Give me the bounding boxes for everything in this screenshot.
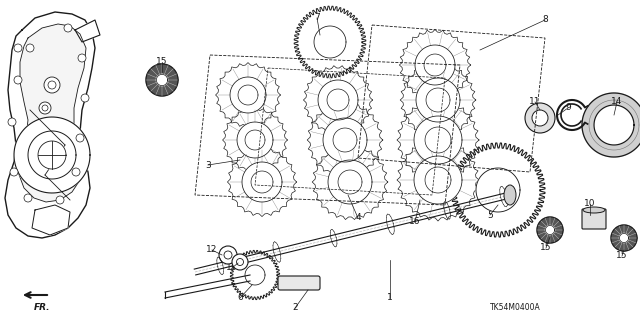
Circle shape [44, 77, 60, 93]
Text: 3: 3 [205, 160, 211, 169]
Text: 7: 7 [314, 13, 320, 23]
Polygon shape [38, 141, 66, 169]
Polygon shape [5, 12, 95, 238]
Circle shape [219, 246, 237, 264]
Polygon shape [611, 225, 637, 251]
Text: 1: 1 [387, 293, 393, 302]
Polygon shape [237, 122, 273, 158]
Circle shape [14, 76, 22, 84]
Polygon shape [620, 234, 628, 242]
Polygon shape [312, 145, 388, 219]
Text: 10: 10 [584, 199, 596, 209]
Circle shape [224, 251, 232, 259]
Circle shape [14, 44, 22, 52]
Ellipse shape [583, 207, 605, 213]
Polygon shape [476, 168, 520, 212]
Circle shape [8, 118, 16, 126]
Polygon shape [314, 26, 346, 58]
Polygon shape [414, 116, 462, 164]
Text: 12: 12 [206, 246, 218, 255]
Circle shape [532, 110, 548, 126]
Polygon shape [426, 88, 450, 112]
Polygon shape [545, 226, 554, 234]
Circle shape [10, 168, 18, 176]
Circle shape [72, 168, 80, 176]
Polygon shape [338, 170, 362, 194]
Polygon shape [75, 20, 100, 42]
Polygon shape [238, 85, 258, 105]
Text: 4: 4 [355, 213, 361, 222]
Circle shape [42, 105, 48, 111]
Polygon shape [14, 117, 90, 193]
Circle shape [64, 24, 72, 32]
Polygon shape [216, 63, 280, 127]
Circle shape [525, 103, 555, 133]
Polygon shape [323, 118, 367, 162]
Polygon shape [582, 93, 640, 157]
Circle shape [39, 102, 51, 114]
Polygon shape [251, 171, 273, 193]
Polygon shape [307, 102, 383, 178]
Text: TK54M0400A: TK54M0400A [490, 303, 541, 313]
Polygon shape [28, 131, 76, 179]
Text: 2: 2 [292, 303, 298, 313]
Polygon shape [397, 99, 479, 181]
Polygon shape [156, 74, 168, 85]
Text: 13: 13 [227, 263, 237, 272]
Text: 6: 6 [237, 293, 243, 302]
Polygon shape [294, 6, 366, 78]
Circle shape [24, 194, 32, 202]
Polygon shape [227, 147, 296, 217]
Ellipse shape [504, 185, 516, 205]
Text: 15: 15 [540, 243, 552, 253]
FancyBboxPatch shape [582, 209, 606, 229]
Polygon shape [230, 250, 280, 300]
Polygon shape [594, 105, 634, 145]
Polygon shape [333, 128, 357, 152]
Circle shape [76, 134, 84, 142]
Polygon shape [328, 160, 372, 204]
Polygon shape [397, 139, 479, 221]
Polygon shape [223, 108, 287, 172]
Polygon shape [416, 78, 460, 122]
Circle shape [26, 44, 34, 52]
Circle shape [56, 196, 64, 204]
Polygon shape [230, 77, 266, 113]
Text: 16: 16 [409, 218, 420, 226]
Text: 9: 9 [565, 103, 571, 113]
Polygon shape [318, 80, 358, 120]
Polygon shape [425, 167, 451, 193]
Polygon shape [146, 64, 178, 96]
Circle shape [78, 54, 86, 62]
Polygon shape [425, 127, 451, 153]
Polygon shape [414, 156, 462, 204]
Polygon shape [245, 130, 265, 150]
Circle shape [232, 254, 248, 270]
Text: 8: 8 [542, 16, 548, 25]
Circle shape [81, 94, 89, 102]
Polygon shape [400, 62, 476, 138]
Polygon shape [451, 143, 545, 237]
Circle shape [48, 81, 56, 89]
Polygon shape [242, 162, 282, 202]
Text: FR.: FR. [34, 303, 51, 313]
Text: 15: 15 [616, 251, 628, 261]
Circle shape [237, 258, 243, 265]
Polygon shape [245, 265, 265, 285]
Polygon shape [537, 217, 563, 243]
FancyBboxPatch shape [278, 276, 320, 290]
Text: 5: 5 [487, 211, 493, 219]
Text: 15: 15 [156, 57, 168, 66]
Polygon shape [399, 29, 470, 100]
Polygon shape [32, 205, 70, 235]
Polygon shape [327, 89, 349, 111]
Text: 11: 11 [529, 98, 541, 107]
Text: 14: 14 [611, 98, 623, 107]
Polygon shape [18, 24, 86, 202]
Polygon shape [303, 66, 372, 134]
Polygon shape [424, 54, 446, 76]
Polygon shape [415, 45, 455, 85]
